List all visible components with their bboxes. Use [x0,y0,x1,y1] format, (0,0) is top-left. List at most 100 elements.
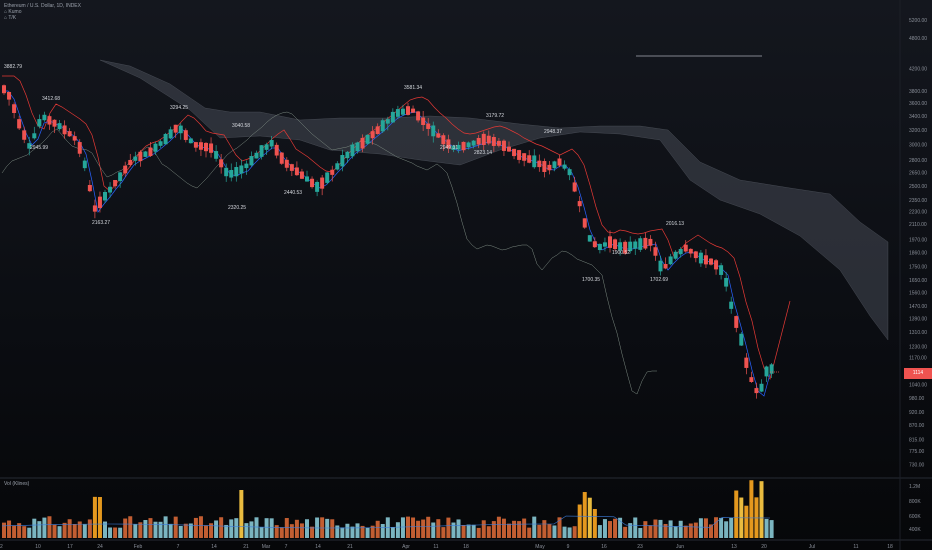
candle-body [52,119,57,127]
volume-legend[interactable]: Vol (Klines) [4,481,30,487]
candle-body [587,235,592,242]
time-tick-label: 11 [853,544,858,550]
kumo-indicator-label[interactable]: ⌂ Kumo [4,9,22,15]
candle-body [264,144,269,150]
price-tick-label: 1860.00 [909,251,927,257]
volume-bar [441,527,446,538]
candle-body [633,241,638,249]
candle-body [537,160,542,168]
candle-body [602,242,607,247]
volume-bar [254,517,259,538]
volume-bar [683,525,688,538]
price-tick-label: 2500.00 [909,184,927,190]
candle-body [486,135,491,144]
volume-bar [12,525,17,538]
volume-bar [542,520,547,538]
candle-body [673,251,678,259]
volume-bar [703,518,708,538]
candle-body [32,133,37,139]
volume-bar [436,519,441,538]
candle-body [335,163,340,170]
volume-bar [153,521,158,538]
candle-body [375,126,380,134]
volume-bar [729,517,734,538]
volume-bar [426,516,431,538]
volume-bar [734,490,739,538]
candle-body [279,152,284,164]
volume-bar [724,521,729,538]
candle-body [552,161,557,169]
volume-bar [648,525,653,538]
price-annotation: 3882.79 [4,64,22,70]
candle-body [461,141,466,151]
volume-bar [552,525,557,538]
candle-body [67,131,72,137]
volume-bar [532,516,537,538]
candle-body [709,258,713,265]
candle-body [148,147,153,156]
time-tick-label: 24 [97,544,103,550]
time-tick-label: 11 [433,544,438,550]
time-tick-label: Mar [262,544,271,550]
price-annotation: 2440.53 [284,190,302,196]
volume-bar [501,518,506,538]
volume-bar [92,496,97,538]
volume-bar [597,525,602,538]
price-tick-label: 5200.00 [909,18,927,24]
volume-bar [714,517,719,538]
chart-legend: Ethereum / U.S. Dollar, 1D, INDEX ⌂ Kumo… [4,3,81,21]
candle-body [47,116,52,125]
volume-bar [769,520,774,538]
tk-indicator-label[interactable]: ⌂ T/K [4,15,17,21]
candle-body [512,148,517,157]
volume-bar [239,490,244,538]
candle-body [572,182,577,192]
volume-bar [335,525,340,538]
price-annotation: 2823.14 [474,150,492,156]
time-tick-label: 21 [243,544,249,550]
price-annotation: 2948.37 [544,129,562,135]
volume-bar [481,520,486,538]
candle-body [501,140,506,151]
candle-body [178,125,183,134]
price-tick-label: 3000.00 [909,142,927,148]
time-tick-label: 9 [567,544,570,550]
time-tick-label: 21 [347,544,353,550]
price-annotation: 2163.27 [92,220,110,226]
candle-body [471,140,476,146]
candle-body [269,140,274,147]
price-tick-label: 920.00 [909,410,925,416]
volume-bar [87,519,92,538]
time-tick-label: 7 [285,544,288,550]
volume-bar [749,480,754,538]
candle-body [254,152,259,159]
candle-body [37,119,42,127]
volume-bar [380,523,385,538]
candle-body [168,129,173,139]
candle-body [315,181,320,192]
volume-bar [623,526,628,538]
volume-bar [688,523,693,538]
volume-bar [370,525,375,538]
candle-body [173,124,178,133]
volume-bar [375,520,380,538]
candle-body [330,169,335,175]
price-tick-label: 870.00 [909,423,925,429]
candle-body [416,111,421,121]
volume-bar [52,524,57,538]
volume-bar [97,497,102,538]
volume-bar [527,527,532,538]
volume-bar [325,518,330,538]
volume-bar [653,519,658,538]
time-tick-label: 2 [0,544,3,550]
volume-bar [229,519,234,538]
symbol-title[interactable]: Ethereum / U.S. Dollar, 1D, INDEX [4,3,81,9]
candle-body [209,143,214,153]
volume-bar [188,523,193,538]
volume-bar [7,520,12,538]
candle-body [97,196,102,209]
candle-body [299,171,304,179]
candle-body [623,241,628,254]
